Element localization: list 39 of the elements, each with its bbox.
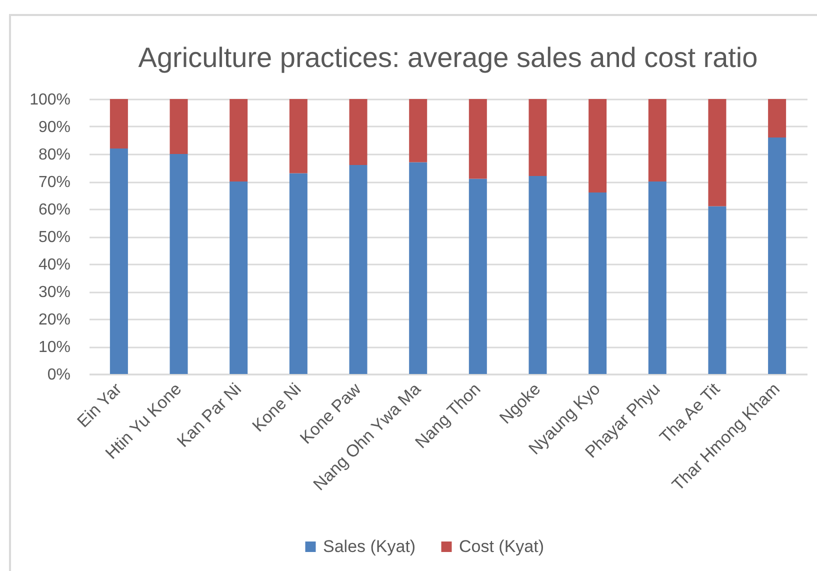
- y-tick-label: 80%: [38, 146, 70, 164]
- legend-label: Sales (Kyat): [323, 536, 416, 556]
- bar: [110, 99, 128, 148]
- bar: [648, 182, 666, 374]
- y-tick-label: 70%: [38, 174, 70, 191]
- bar: [170, 99, 188, 154]
- bar: [349, 165, 368, 374]
- bar: [110, 148, 128, 374]
- y-tick-label: 20%: [38, 312, 70, 328]
- bar: [349, 99, 368, 165]
- chart-title: Agriculture practices: average sales and cost ratio: [138, 42, 758, 73]
- y-tick-label: 90%: [38, 119, 70, 136]
- bar: [648, 99, 666, 182]
- bar: [768, 99, 786, 138]
- bar: [468, 99, 487, 179]
- bar: [588, 192, 607, 374]
- y-tick-label: 50%: [38, 229, 70, 246]
- bar: [768, 138, 786, 374]
- bar: [588, 99, 607, 192]
- y-tick-label: 10%: [38, 339, 70, 356]
- y-tick-label: 0%: [47, 366, 70, 384]
- bar: [170, 154, 188, 374]
- bar: [708, 206, 726, 374]
- bar: [409, 162, 428, 374]
- bar: [528, 176, 547, 374]
- y-tick-label: 100%: [30, 92, 70, 108]
- bar: [468, 178, 487, 374]
- bar: [708, 99, 726, 206]
- y-tick-label: 40%: [38, 256, 70, 274]
- y-tick-label: 30%: [38, 284, 70, 301]
- x-tick-label: Ein Yar: [74, 379, 126, 432]
- bar: [230, 99, 248, 182]
- bar: [528, 99, 547, 176]
- bar: [289, 99, 308, 174]
- legend-label: Cost (Kyat): [459, 536, 544, 556]
- bar: [409, 99, 428, 162]
- bar: [289, 173, 308, 374]
- y-tick-label: 60%: [38, 202, 70, 218]
- bar: [230, 182, 248, 374]
